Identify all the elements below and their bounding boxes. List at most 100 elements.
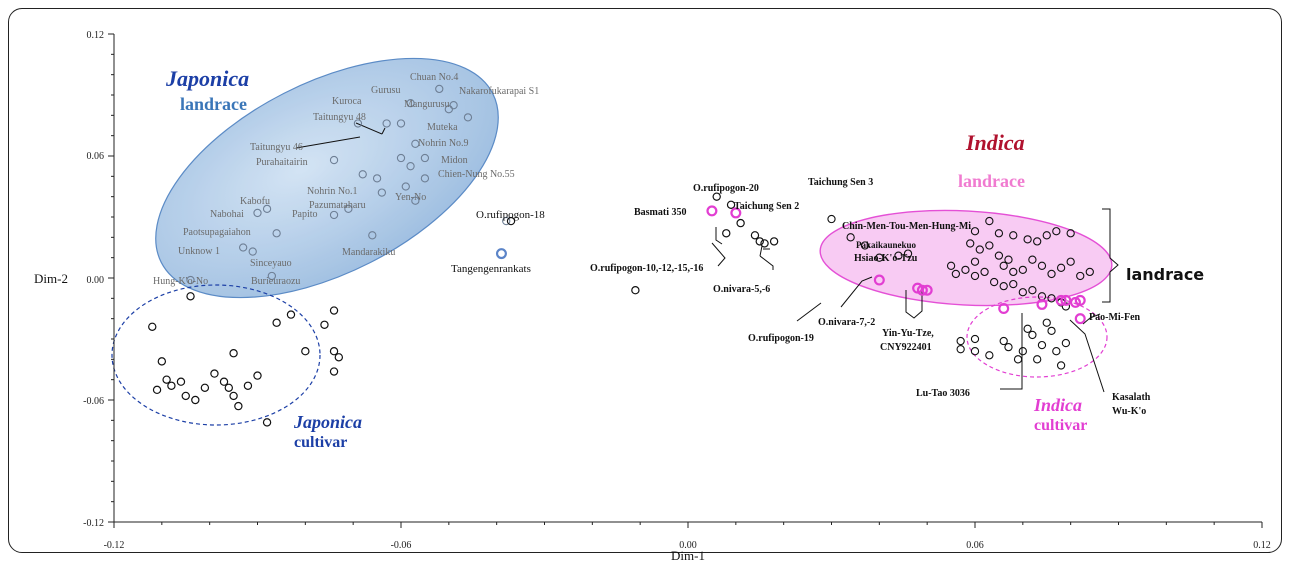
annotation-leader-line xyxy=(759,245,774,270)
japonica-landrace-point xyxy=(368,231,377,240)
oryza-point xyxy=(755,237,764,246)
indica-landrace-point xyxy=(894,251,903,260)
annotation-leader-line xyxy=(796,302,822,322)
japonica-landrace-point xyxy=(358,170,367,179)
indica-cultivar-point xyxy=(1028,330,1037,340)
japonica-cultivar-point xyxy=(186,292,195,301)
point-label: O.nivara-5,-6 xyxy=(713,284,770,295)
oryza-point xyxy=(750,231,760,240)
point-label: Pao-Mi-Fen xyxy=(1089,312,1141,323)
indica-landrace-point xyxy=(1009,267,1018,277)
indica-landrace-point xyxy=(980,267,989,277)
point-label: Mandarakiku xyxy=(342,247,395,258)
japonica-cultivar-point xyxy=(181,391,190,401)
indica-cultivar-point xyxy=(1018,347,1027,356)
indica-landrace-point xyxy=(999,261,1008,270)
japonica-landrace-point xyxy=(344,204,353,214)
japonica-landrace-point xyxy=(248,247,257,256)
indica-landrace-point xyxy=(846,233,855,242)
japonica-landrace-ellipse xyxy=(155,57,499,299)
indica-cultivar-point xyxy=(1047,326,1056,336)
y-tick-label: 0.12 xyxy=(87,30,105,41)
oryza-point xyxy=(712,192,721,201)
japonica-landrace-point xyxy=(272,229,281,238)
japonica-cultivar-point xyxy=(262,418,272,427)
point-label: Nabohai xyxy=(210,209,244,220)
japonica-cultivar-point xyxy=(234,401,243,411)
indica-landrace-point xyxy=(1018,265,1027,275)
japonica-cultivar-point xyxy=(224,383,233,392)
indica-landrace-point xyxy=(1023,235,1032,244)
indica-cultivar-point xyxy=(1013,355,1023,364)
indica-highlight-point xyxy=(998,303,1010,315)
point-label: O.rufipogon-20 xyxy=(693,183,759,194)
japonica-landrace-point xyxy=(382,119,391,128)
japonica-cultivar-point xyxy=(219,377,229,386)
point-label: CNY922401 xyxy=(880,342,932,353)
japonica-cultivar-point xyxy=(152,385,162,395)
japonica-cultivar-point xyxy=(229,349,238,358)
oryza-point xyxy=(736,218,745,228)
oryza-point xyxy=(726,200,736,209)
indica-landrace-point xyxy=(1028,286,1037,295)
japonica-cultivar-point xyxy=(272,318,281,327)
point-label: Paotsupagaiahon xyxy=(183,227,251,238)
japonica-cultivar-point xyxy=(157,357,167,366)
japonica-cultivar-point xyxy=(320,320,329,329)
indica-cultivar-point xyxy=(956,336,965,346)
point-label: Purahaitairin xyxy=(256,157,308,168)
point-label: O.rufipogon-19 xyxy=(748,333,814,344)
indica-landrace-ellipse xyxy=(819,209,1113,307)
indica-highlight-point xyxy=(873,274,885,286)
indica-cultivar-title: Indica xyxy=(1033,395,1082,415)
japonica-cultivar-point xyxy=(162,375,171,384)
indica-highlight-point xyxy=(1060,294,1072,306)
point-label: Taitungyu 48 xyxy=(313,112,366,123)
indica-cultivar-ellipse xyxy=(966,296,1108,378)
point-label: Basmati 350 xyxy=(634,207,687,218)
oryza-highlight-point xyxy=(706,205,718,217)
japonica-cultivar-point xyxy=(176,377,186,386)
japonica-landrace-point xyxy=(406,162,415,171)
point-label: Muteka xyxy=(427,122,458,133)
indica-landrace-subtitle: landrace xyxy=(958,171,1025,191)
indica-cultivar-subtitle: cultivar xyxy=(1034,417,1087,434)
point-label: Taitungyu 46 xyxy=(250,142,303,153)
indica-cultivar-point xyxy=(985,351,994,360)
y-tick-label: -0.12 xyxy=(83,518,104,529)
indica-highlight-point xyxy=(921,284,933,296)
japonica-cultivar-ellipse xyxy=(111,284,321,426)
indica-landrace-point xyxy=(970,271,980,281)
indica-landrace-point xyxy=(994,229,1004,238)
point-label: Yen-No xyxy=(395,192,426,203)
indica-landrace-title: Indica xyxy=(965,130,1025,155)
point-label: O.rufipogon-18 xyxy=(476,209,545,221)
indica-cultivar-point xyxy=(970,334,980,344)
indica-landrace-point xyxy=(1085,267,1094,277)
point-label: Taichung Sen 3 xyxy=(808,177,873,188)
japonica-landrace-subtitle: landrace xyxy=(180,94,247,114)
indica-highlight-point xyxy=(1036,298,1048,310)
indica-highlight-point xyxy=(1074,294,1086,306)
indica-landrace-point xyxy=(970,257,980,266)
indica-cultivar-point xyxy=(1042,318,1051,327)
point-label: Hung-K'o-No xyxy=(153,276,208,287)
japonica-landrace-point xyxy=(267,271,276,281)
indica-landrace-point xyxy=(903,249,913,258)
x-tick-label: -0.12 xyxy=(104,540,125,551)
japonica-cultivar-point xyxy=(329,367,339,376)
x-tick-label: 0.12 xyxy=(1253,540,1271,551)
japonica-landrace-point xyxy=(406,98,415,108)
indica-landrace-point xyxy=(1028,255,1037,264)
oryza-point xyxy=(631,286,640,295)
point-label: Unknow 1 xyxy=(178,246,220,257)
indica-landrace-point xyxy=(985,241,994,250)
indica-cultivar-point xyxy=(999,336,1008,346)
japonica-landrace-point xyxy=(238,243,248,252)
indica-landrace-point xyxy=(1009,231,1018,240)
point-label: Tangengenrankats xyxy=(451,263,531,275)
indica-cultivar-point xyxy=(1023,324,1032,333)
indica-landrace-point xyxy=(999,281,1008,291)
japonica-landrace-point xyxy=(411,139,420,148)
japonica-landrace-point xyxy=(401,182,410,191)
